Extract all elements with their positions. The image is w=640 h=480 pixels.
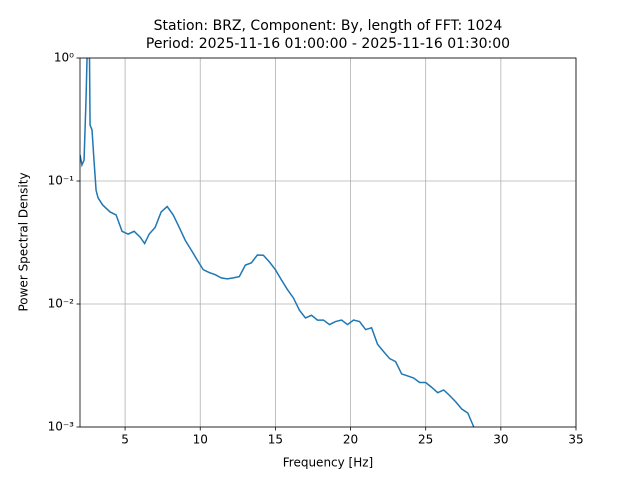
y-tick-label: 10⁻³: [48, 420, 75, 434]
x-tick-label: 25: [418, 433, 433, 447]
y-axis-label: Power Spectral Density: [17, 172, 31, 311]
psd-line: [80, 58, 475, 427]
x-tick-label: 5: [121, 433, 129, 447]
x-tick-label: 30: [493, 433, 508, 447]
y-tick-label: 10⁻¹: [48, 174, 75, 188]
x-tick-label: 10: [193, 433, 208, 447]
y-tick-label: 10⁰: [54, 51, 74, 65]
chart-title: Station: BRZ, Component: By, length of F…: [154, 18, 503, 34]
x-tick-label: 35: [568, 433, 583, 447]
x-tick-label: 20: [343, 433, 358, 447]
chart-subtitle: Period: 2025-11-16 01:00:00 - 2025-11-16…: [146, 36, 510, 52]
plot-frame: [79, 57, 577, 428]
x-tick-label: 15: [268, 433, 283, 447]
x-axis-label: Frequency [Hz]: [283, 456, 374, 470]
y-tick-label: 10⁻²: [48, 297, 75, 311]
